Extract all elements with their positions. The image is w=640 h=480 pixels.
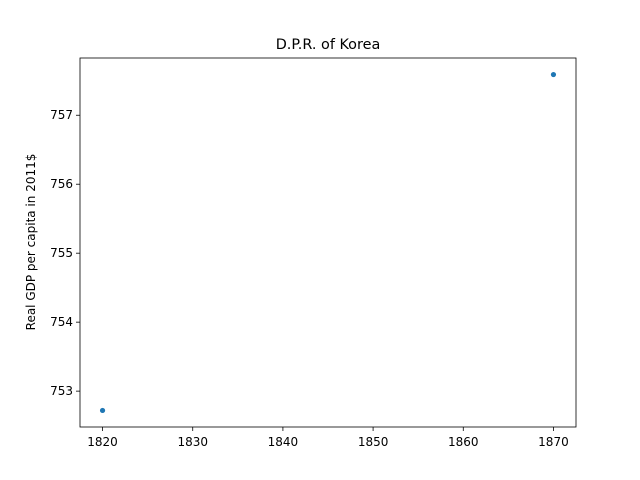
- data-point: [99, 407, 106, 414]
- plot-area-frame: [79, 57, 577, 428]
- x-tick-label: 1870: [538, 435, 569, 449]
- x-tick-label: 1850: [358, 435, 389, 449]
- y-tick-label: 755: [50, 246, 73, 260]
- x-tick-label: 1840: [268, 435, 299, 449]
- y-axis-label: Real GDP per capita in 2011$: [24, 154, 38, 331]
- chart-title: D.P.R. of Korea: [276, 37, 381, 53]
- y-tick-label: 757: [50, 108, 73, 122]
- x-tick-label: 1820: [87, 435, 118, 449]
- y-tick-label: 756: [50, 177, 73, 191]
- data-points: [99, 71, 557, 414]
- x-tick-label: 1860: [448, 435, 479, 449]
- data-point: [550, 71, 557, 78]
- y-tick-label: 753: [50, 384, 73, 398]
- x-axis-ticks: 1820 1830 1840 1850 1860 1870: [87, 427, 569, 449]
- x-tick-label: 1830: [177, 435, 208, 449]
- y-tick-label: 754: [50, 315, 73, 329]
- y-axis-ticks: 753 754 755 756 757: [50, 108, 80, 398]
